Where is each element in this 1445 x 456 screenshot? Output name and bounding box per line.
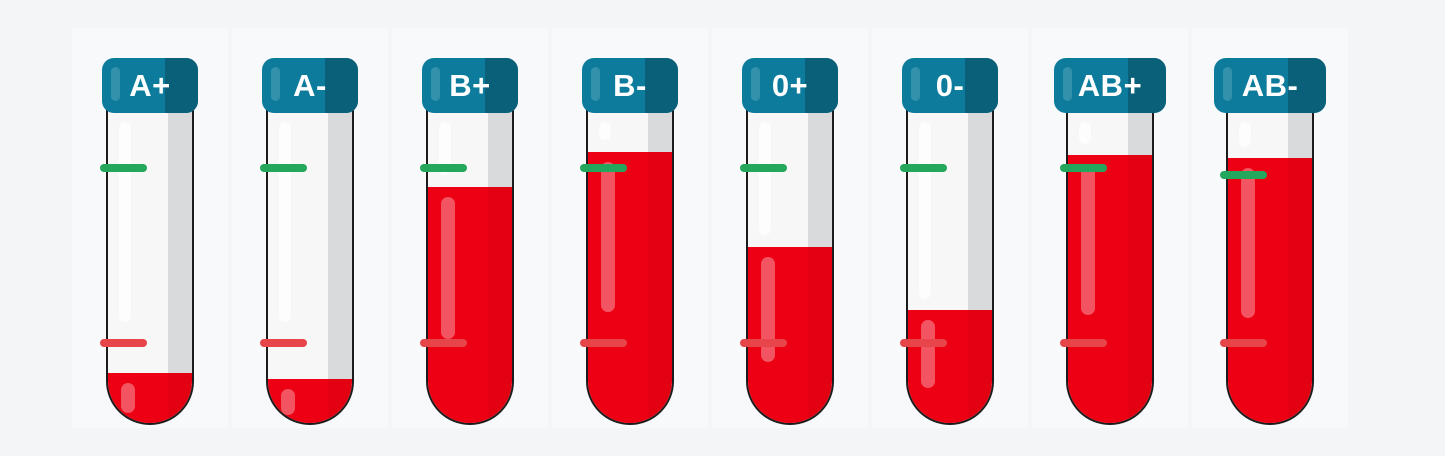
blood-fill-a-negpos bbox=[108, 372, 192, 423]
tube-cap-b-negpos: B+ bbox=[422, 58, 518, 113]
blood-highlight bbox=[441, 196, 455, 339]
blood-tube-rack: A+ A- B+ B- 0+ 0- AB+ AB- bbox=[72, 28, 1348, 428]
blood-highlight bbox=[601, 162, 615, 313]
blood-fill-0-negpos bbox=[748, 246, 832, 423]
tube-cap-ab-negpos: AB+ bbox=[1054, 58, 1166, 113]
lower-threshold-marker-b-negpos bbox=[420, 338, 467, 347]
glass-sheen bbox=[1079, 122, 1091, 144]
blood-tube-card-ab-negpos[interactable]: AB+ bbox=[1032, 28, 1188, 428]
blood-type-label: 0- bbox=[935, 68, 965, 103]
tube-cap-b-neg: B- bbox=[582, 58, 678, 113]
blood-highlight bbox=[921, 319, 935, 388]
glass-shading bbox=[168, 108, 192, 423]
lower-threshold-marker-ab-neg bbox=[1220, 338, 1267, 347]
upper-threshold-marker-a-negpos bbox=[100, 164, 147, 173]
upper-threshold-marker-ab-negpos bbox=[1060, 164, 1107, 173]
blood-highlight bbox=[121, 382, 135, 413]
glass-sheen bbox=[759, 122, 771, 236]
blood-tube-card-b-neg[interactable]: B- bbox=[552, 28, 708, 428]
upper-threshold-marker-0-neg bbox=[900, 164, 947, 173]
tube-cap-ab-neg: AB- bbox=[1214, 58, 1326, 113]
upper-threshold-marker-b-neg bbox=[580, 164, 627, 173]
blood-tube-card-ab-neg[interactable]: AB- bbox=[1192, 28, 1348, 428]
tube-body-ab-negpos bbox=[1066, 108, 1154, 425]
lower-threshold-marker-0-neg bbox=[900, 338, 947, 347]
blood-highlight bbox=[1081, 165, 1095, 316]
lower-threshold-marker-0-negpos bbox=[740, 338, 787, 347]
lower-threshold-marker-ab-negpos bbox=[1060, 338, 1107, 347]
blood-type-label: AB- bbox=[1241, 68, 1299, 103]
tube-body-0-negpos bbox=[746, 108, 834, 425]
tube-body-0-neg bbox=[906, 108, 994, 425]
blood-fill-a-neg bbox=[268, 378, 352, 423]
blood-tube-card-0-negpos[interactable]: 0+ bbox=[712, 28, 868, 428]
blood-tube-card-0-neg[interactable]: 0- bbox=[872, 28, 1028, 428]
tube-body-a-neg bbox=[266, 108, 354, 425]
blood-type-label: A- bbox=[293, 68, 327, 103]
blood-highlight bbox=[1241, 168, 1255, 319]
glass-sheen bbox=[119, 122, 131, 322]
blood-type-label: B+ bbox=[449, 68, 491, 103]
blood-highlight bbox=[281, 388, 295, 416]
lower-threshold-marker-a-negpos bbox=[100, 338, 147, 347]
glass-sheen bbox=[1239, 122, 1251, 147]
blood-fill-ab-negpos bbox=[1068, 155, 1152, 423]
blood-type-label: B- bbox=[613, 68, 647, 103]
glass-sheen bbox=[919, 122, 931, 299]
glass-sheen bbox=[599, 122, 611, 141]
tube-body-ab-neg bbox=[1226, 108, 1314, 425]
tube-cap-0-negpos: 0+ bbox=[742, 58, 838, 113]
tube-cap-a-negpos: A+ bbox=[102, 58, 198, 113]
tube-body-b-neg bbox=[586, 108, 674, 425]
blood-fill-0-neg bbox=[908, 309, 992, 423]
lower-threshold-marker-b-neg bbox=[580, 338, 627, 347]
tube-cap-a-neg: A- bbox=[262, 58, 358, 113]
upper-threshold-marker-a-neg bbox=[260, 164, 307, 173]
upper-threshold-marker-b-negpos bbox=[420, 164, 467, 173]
blood-fill-b-neg bbox=[588, 152, 672, 423]
blood-tube-card-a-negpos[interactable]: A+ bbox=[72, 28, 228, 428]
blood-type-label: AB+ bbox=[1077, 68, 1143, 103]
blood-tube-card-b-negpos[interactable]: B+ bbox=[392, 28, 548, 428]
tube-body-b-negpos bbox=[426, 108, 514, 425]
glass-shading bbox=[328, 108, 352, 423]
glass-sheen bbox=[439, 122, 451, 176]
blood-fill-ab-neg bbox=[1228, 158, 1312, 423]
lower-threshold-marker-a-neg bbox=[260, 338, 307, 347]
blood-tube-card-a-neg[interactable]: A- bbox=[232, 28, 388, 428]
upper-threshold-marker-ab-neg bbox=[1220, 170, 1267, 179]
blood-type-label: A+ bbox=[129, 68, 171, 103]
tube-cap-0-neg: 0- bbox=[902, 58, 998, 113]
blood-type-label: 0+ bbox=[771, 68, 809, 103]
blood-highlight bbox=[761, 256, 775, 363]
glass-sheen bbox=[279, 122, 291, 322]
tube-body-a-negpos bbox=[106, 108, 194, 425]
upper-threshold-marker-0-negpos bbox=[740, 164, 787, 173]
blood-fill-b-negpos bbox=[428, 186, 512, 423]
